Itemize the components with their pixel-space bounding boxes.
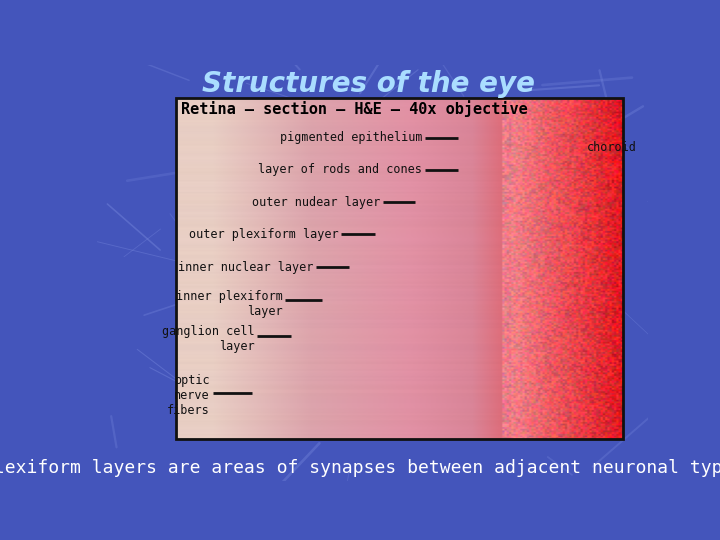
- Text: layer of rods and cones: layer of rods and cones: [258, 163, 422, 176]
- Text: pigmented epithelium: pigmented epithelium: [279, 131, 422, 144]
- Text: inner plexiform
layer: inner plexiform layer: [176, 290, 282, 318]
- Text: Retina – section – H&E – 40x objective: Retina – section – H&E – 40x objective: [181, 100, 528, 117]
- Text: choroid: choroid: [587, 141, 637, 154]
- Bar: [176, 98, 623, 439]
- Text: inner nuclear layer: inner nuclear layer: [178, 261, 313, 274]
- Text: outer nudear layer: outer nudear layer: [252, 195, 380, 208]
- Text: Structures of the eye: Structures of the eye: [202, 70, 536, 98]
- Text: Plexiform layers are areas of synapses between adjacent neuronal types.: Plexiform layers are areas of synapses b…: [0, 459, 720, 477]
- Text: outer plexiform layer: outer plexiform layer: [189, 228, 338, 241]
- Text: ganglion cell
layer: ganglion cell layer: [162, 325, 255, 353]
- Text: optic
nerve
fibers: optic nerve fibers: [167, 374, 210, 417]
